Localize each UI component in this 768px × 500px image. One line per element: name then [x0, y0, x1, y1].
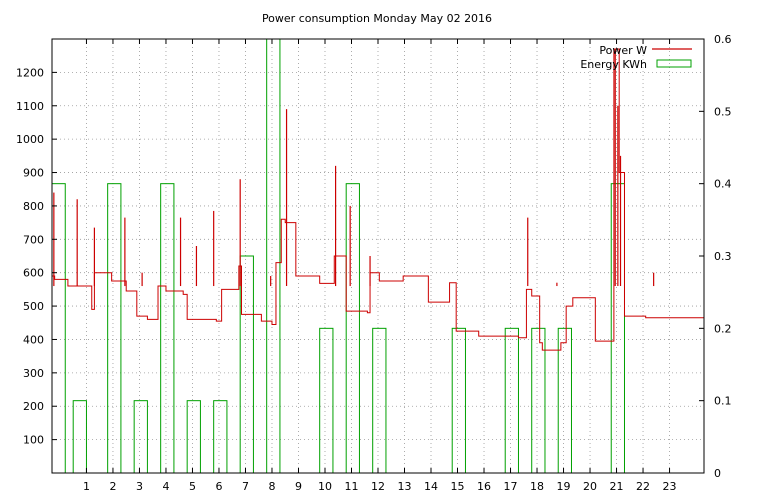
- x-tick-label: 16: [477, 480, 491, 493]
- x-tick-label: 7: [242, 480, 249, 493]
- y-tick-label: 1200: [16, 66, 44, 79]
- y2-tick-label: 0.5: [714, 105, 732, 118]
- energy-bar: [319, 327, 334, 474]
- energy-bar: [133, 400, 148, 474]
- x-tick-label: 23: [663, 480, 677, 493]
- y-tick-label: 900: [23, 167, 44, 180]
- energy-bar: [213, 400, 228, 474]
- y-tick-label: 1100: [16, 100, 44, 113]
- y2-tick-label: 0.6: [714, 33, 732, 46]
- y-tick-label: 200: [23, 400, 44, 413]
- y-tick-label: 300: [23, 367, 44, 380]
- energy-bar: [372, 327, 387, 474]
- energy-bar: [160, 183, 175, 474]
- x-tick-label: 2: [109, 480, 116, 493]
- y-axis-right: 0 0.1 0.2 0.3 0.4 0.5 0.6: [699, 33, 732, 480]
- energy-bar: [107, 183, 122, 474]
- y-tick-label: 100: [23, 434, 44, 447]
- x-tick-label: 21: [610, 480, 624, 493]
- x-tick-label: 3: [136, 480, 143, 493]
- x-tick-label: 5: [189, 480, 196, 493]
- energy-bar: [72, 400, 87, 474]
- y2-tick-label: 0.2: [714, 322, 732, 335]
- legend-swatch-energy: [656, 59, 692, 68]
- x-tick-label: 9: [295, 480, 302, 493]
- y-axis-left: 100 200 300 400 500 600 700 800 900 1000 1100 1200: [16, 66, 57, 447]
- x-tick-label: 1: [83, 480, 90, 493]
- x-tick-label: 18: [530, 480, 544, 493]
- x-tick-label: 6: [215, 480, 222, 493]
- y-tick-label: 700: [23, 233, 44, 246]
- energy-bar: [239, 255, 254, 474]
- x-tick-label: 11: [344, 480, 358, 493]
- x-axis: 1 2 3 4 5 6 7 8 9 10 11 12 13 14 15 16 17 18 19 20 21 22 23: [83, 39, 677, 493]
- y2-tick-label: 0.3: [714, 250, 732, 263]
- energy-bar: [186, 400, 201, 474]
- legend-label-power: Power W: [599, 44, 647, 57]
- chart-title: Power consumption Monday May 02 2016: [262, 12, 492, 25]
- x-tick-label: 22: [636, 480, 650, 493]
- y2-tick-label: 0: [714, 467, 721, 480]
- y-tick-label: 400: [23, 333, 44, 346]
- y-tick-label: 800: [23, 200, 44, 213]
- legend: Power W Energy KWh: [580, 44, 692, 71]
- y-tick-label: 500: [23, 300, 44, 313]
- x-tick-label: 8: [268, 480, 275, 493]
- x-tick-label: 19: [557, 480, 571, 493]
- x-tick-label: 17: [504, 480, 518, 493]
- power-line: [52, 48, 704, 351]
- y2-tick-label: 0.1: [714, 395, 732, 408]
- legend-label-energy: Energy KWh: [580, 58, 647, 71]
- energy-bar: [345, 183, 360, 474]
- energy-bar: [266, 38, 281, 474]
- x-tick-label: 13: [398, 480, 412, 493]
- x-tick-label: 14: [424, 480, 438, 493]
- grid: [52, 39, 704, 473]
- x-tick-label: 20: [583, 480, 597, 493]
- x-tick-label: 4: [162, 480, 169, 493]
- power-series: [52, 48, 704, 351]
- x-tick-label: 10: [318, 480, 332, 493]
- y-tick-label: 600: [23, 267, 44, 280]
- energy-bar: [504, 327, 519, 474]
- energy-bar: [451, 327, 466, 474]
- y2-tick-label: 0.4: [714, 178, 732, 191]
- x-tick-label: 15: [451, 480, 465, 493]
- y-tick-label: 1000: [16, 133, 44, 146]
- x-tick-label: 12: [371, 480, 385, 493]
